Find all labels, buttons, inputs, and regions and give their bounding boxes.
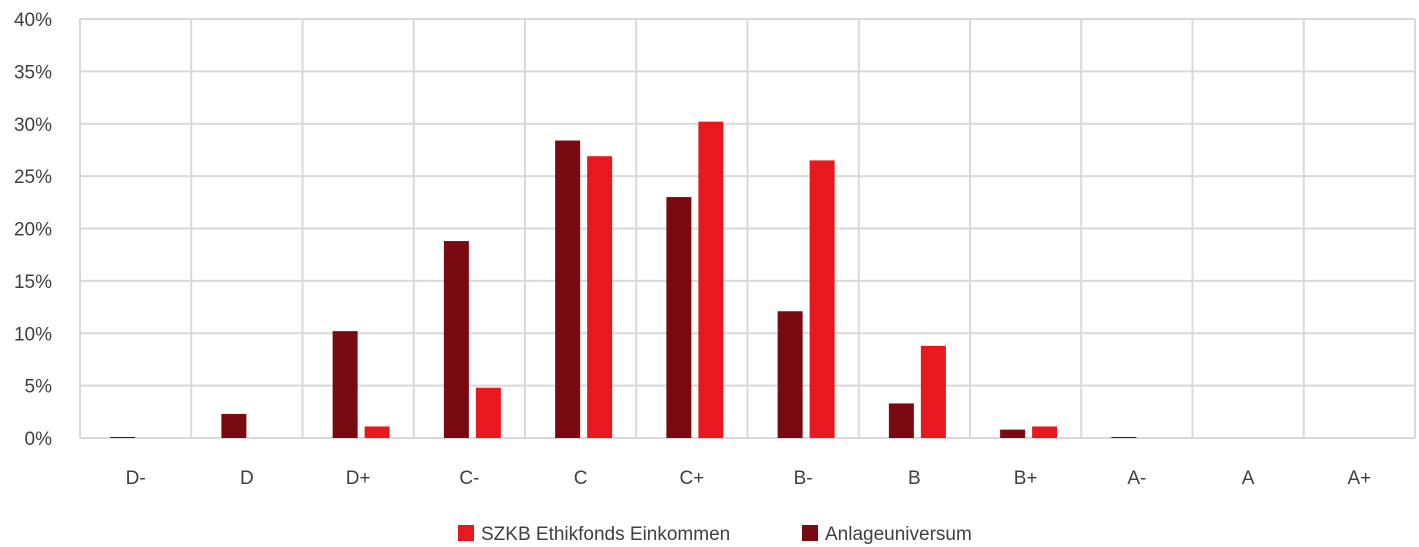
- bar-szkb-D+: [364, 426, 390, 438]
- bar-szkb-C+: [698, 121, 724, 438]
- bar-szkb-B-: [809, 160, 835, 438]
- bar-anlageuniversum-B-: [777, 311, 803, 438]
- y-tick-label: 25%: [14, 167, 52, 188]
- x-tick-label: D+: [346, 468, 371, 489]
- legend-label-szkb: SZKB Ethikfonds Einkommen: [481, 524, 730, 545]
- bar-anlageuniversum-D: [221, 413, 247, 438]
- x-tick-label: B+: [1014, 468, 1038, 489]
- y-tick-label: 20%: [14, 220, 52, 241]
- y-tick-label: 15%: [14, 272, 52, 293]
- bar-anlageuniversum-D+: [332, 331, 358, 438]
- legend-swatch-szkb: [458, 525, 474, 541]
- x-tick-label: D-: [126, 468, 146, 489]
- bars: [110, 121, 1137, 438]
- x-tick-label: C-: [459, 468, 479, 489]
- y-tick-label: 5%: [25, 377, 53, 398]
- legend-label-anlageuniversum: Anlageuniversum: [825, 524, 972, 545]
- gridlines: [79, 18, 1416, 439]
- bar-anlageuniversum-C: [555, 140, 581, 438]
- x-tick-label: A+: [1347, 468, 1371, 489]
- y-tick-label: 10%: [14, 324, 52, 345]
- bar-szkb-C: [587, 156, 613, 438]
- x-tick-label: A-: [1127, 468, 1146, 489]
- bar-anlageuniversum-B+: [1000, 429, 1026, 438]
- y-tick-label: 30%: [14, 115, 52, 136]
- x-axis: D- D D+ C- C C+ B- B B+ A- A A+: [126, 468, 1372, 489]
- legend-swatch-anlageuniversum: [802, 525, 818, 541]
- x-tick-label: D: [240, 468, 254, 489]
- x-tick-label: B-: [794, 468, 813, 489]
- x-tick-label: C+: [679, 468, 704, 489]
- legend: SZKB Ethikfonds Einkommen Anlageuniversu…: [458, 524, 972, 545]
- bar-anlageuniversum-C+: [666, 197, 692, 438]
- x-tick-label: B: [908, 468, 921, 489]
- y-tick-label: 40%: [14, 10, 52, 31]
- bar-anlageuniversum-B: [888, 403, 914, 438]
- bar-szkb-B+: [1032, 426, 1058, 438]
- bar-szkb-C-: [475, 387, 501, 438]
- y-tick-label: 0%: [25, 429, 53, 450]
- y-axis: 0% 5% 10% 15% 20% 25% 30% 35% 40%: [14, 10, 52, 450]
- bar-anlageuniversum-A-: [1111, 436, 1137, 438]
- x-tick-label: A: [1242, 468, 1255, 489]
- bar-anlageuniversum-C-: [443, 241, 469, 438]
- bar-anlageuniversum-D-: [110, 436, 136, 438]
- y-tick-label: 35%: [14, 62, 52, 83]
- x-tick-label: C: [574, 468, 588, 489]
- bar-szkb-B: [920, 345, 946, 438]
